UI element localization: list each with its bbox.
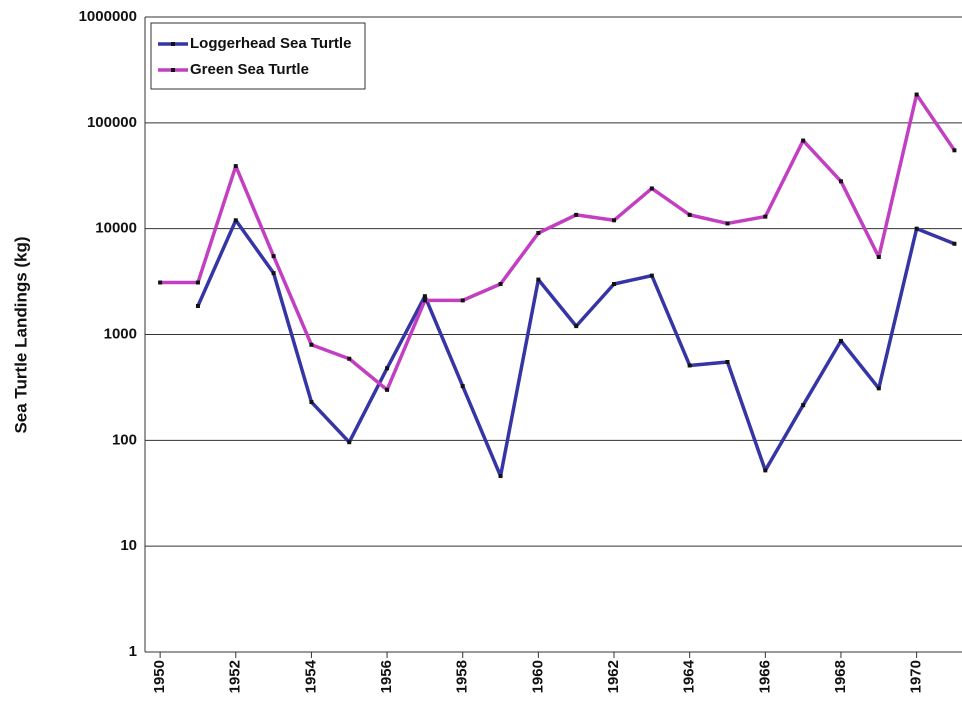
- point: [271, 254, 276, 259]
- legend-label: Green Sea Turtle: [190, 61, 309, 78]
- point: [422, 298, 427, 303]
- point: [801, 403, 806, 408]
- legend-label: Loggerhead Sea Turtle: [190, 35, 351, 52]
- y-tick-label: 10: [120, 537, 137, 554]
- series-line: [160, 92, 956, 392]
- point: [385, 366, 390, 371]
- point: [309, 342, 314, 347]
- x-tick-label: 1964: [681, 659, 698, 693]
- point: [271, 271, 276, 276]
- point: [460, 298, 465, 303]
- point: [498, 474, 503, 479]
- series-line: [196, 218, 956, 478]
- x-tick-label: 1958: [454, 660, 471, 693]
- y-tick-label: 1000000: [79, 8, 137, 25]
- point: [649, 186, 654, 191]
- point: [914, 92, 919, 97]
- x-tick-label: 1956: [378, 660, 395, 693]
- x-tick-label: 1960: [529, 660, 546, 693]
- y-tick-label: 100000: [87, 114, 137, 131]
- point: [952, 148, 957, 153]
- point: [536, 231, 541, 236]
- legend-marker: [171, 68, 175, 72]
- x-tick-label: 1968: [832, 660, 849, 693]
- point: [649, 273, 654, 278]
- legend-box: [150, 22, 366, 90]
- point: [876, 386, 881, 391]
- point: [763, 214, 768, 219]
- point: [498, 282, 503, 287]
- point: [195, 303, 200, 308]
- x-tick-label: 1970: [908, 660, 925, 693]
- y-axis-label: Sea Turtle Landings (kg): [11, 236, 30, 433]
- point: [876, 254, 881, 259]
- point: [612, 218, 617, 223]
- point: [460, 384, 465, 389]
- legend-marker: [171, 42, 175, 46]
- x-tick-label: 1950: [151, 660, 168, 693]
- point: [838, 338, 843, 343]
- point: [687, 363, 692, 368]
- point: [725, 221, 730, 226]
- point: [725, 359, 730, 364]
- y-tick-label: 1: [129, 643, 137, 660]
- point: [158, 280, 163, 285]
- point: [536, 277, 541, 282]
- point: [347, 440, 352, 445]
- point: [195, 280, 200, 285]
- point: [914, 226, 919, 231]
- point: [233, 164, 238, 169]
- point: [574, 324, 579, 329]
- x-tick-label: 1954: [302, 659, 319, 693]
- point: [838, 179, 843, 184]
- x-tick-label: 1966: [756, 660, 773, 693]
- point: [347, 356, 352, 361]
- point: [309, 400, 314, 405]
- x-tick-label: 1962: [605, 660, 622, 693]
- point: [385, 387, 390, 392]
- point: [612, 282, 617, 287]
- point: [801, 138, 806, 143]
- point: [763, 468, 768, 473]
- y-tick-label: 10000: [95, 220, 137, 237]
- point: [233, 218, 238, 223]
- point: [574, 212, 579, 217]
- y-tick-label: 100: [112, 431, 137, 448]
- point: [422, 294, 427, 299]
- x-tick-label: 1952: [227, 660, 244, 693]
- point: [952, 241, 957, 246]
- y-tick-label: 1000: [104, 325, 137, 342]
- point: [687, 212, 692, 217]
